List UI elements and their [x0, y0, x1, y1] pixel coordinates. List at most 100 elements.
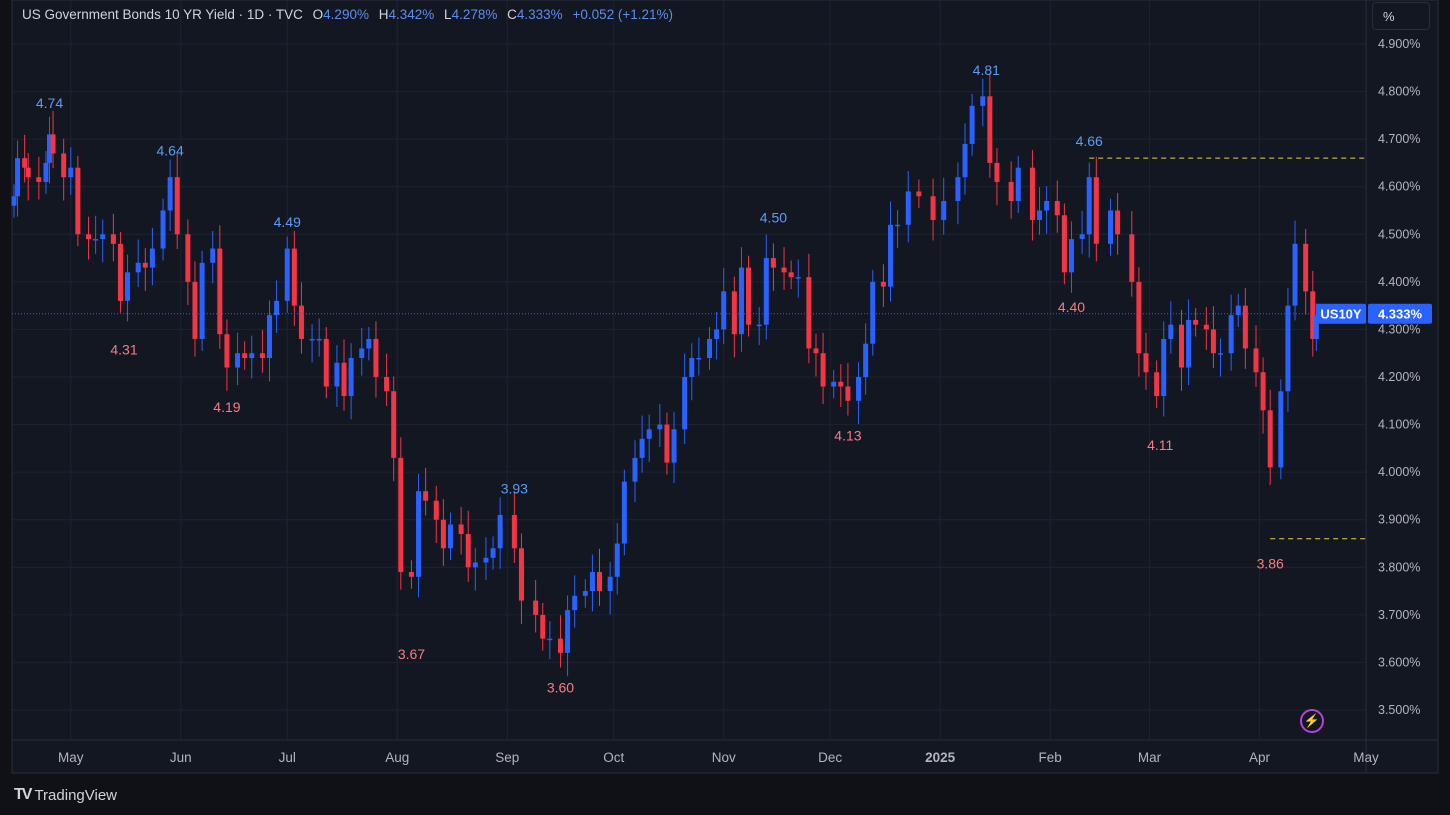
candle-body: [1278, 391, 1284, 468]
candle-body: [15, 158, 21, 197]
price-tick-label: 4.300%: [1378, 322, 1420, 336]
candle-body: [46, 134, 52, 163]
candle-body: [969, 105, 975, 144]
extreme-label: 4.81: [973, 62, 1000, 78]
price-tick-label: 4.500%: [1378, 227, 1420, 241]
candle-body: [266, 315, 272, 358]
candle-body: [316, 338, 322, 341]
candle-body: [533, 600, 539, 615]
candle-body: [572, 595, 578, 611]
candle-body: [235, 353, 241, 368]
extreme-label: 4.19: [213, 399, 240, 415]
price-tick-label: 4.100%: [1378, 418, 1420, 432]
candle-body: [1115, 210, 1121, 235]
candle-body: [614, 543, 620, 577]
time-tick-label: Nov: [712, 750, 736, 765]
candle-body: [135, 262, 141, 273]
candle-body: [646, 429, 652, 439]
candle-body: [756, 324, 762, 327]
candle-body: [334, 362, 340, 387]
extreme-label: 3.60: [547, 679, 574, 695]
lightning-icon[interactable]: ⚡: [1300, 709, 1324, 733]
candle-body: [887, 224, 893, 287]
candle-body: [416, 491, 422, 577]
candle-body: [465, 533, 471, 568]
candle-body: [440, 519, 446, 549]
candle-body: [217, 248, 223, 335]
candle-body: [1310, 291, 1316, 339]
extreme-label: 4.31: [110, 342, 137, 358]
candle-body: [61, 153, 67, 178]
candle-body: [856, 377, 862, 401]
candle-body: [831, 381, 837, 387]
candle-body: [781, 267, 787, 273]
legend-title[interactable]: US Government Bonds 10 YR Yield · 1D · T…: [22, 7, 303, 22]
extreme-label: 4.74: [36, 95, 63, 111]
candle-body: [962, 143, 968, 178]
candle-body: [1093, 177, 1099, 244]
candle-body: [565, 610, 571, 653]
price-tick-label: 4.800%: [1378, 85, 1420, 99]
candle-body: [1136, 281, 1142, 354]
extreme-label: 4.49: [274, 214, 301, 230]
candle-body: [994, 162, 1000, 182]
candle-body: [1008, 181, 1014, 201]
candle-body: [472, 562, 478, 568]
candle-body: [497, 514, 503, 549]
candle-body: [1292, 243, 1298, 306]
candle-body: [1218, 353, 1224, 355]
time-tick-label: Sep: [495, 750, 519, 765]
price-tick-label: 4.600%: [1378, 180, 1420, 194]
candle-body: [93, 239, 99, 241]
time-tick-label: May: [58, 750, 84, 765]
extreme-label: 4.40: [1058, 299, 1085, 315]
close-label: C: [507, 7, 517, 22]
price-tick-label: 4.400%: [1378, 275, 1420, 289]
dashed-levels: [1089, 157, 1366, 540]
extreme-label: 4.13: [834, 427, 861, 443]
candle-body: [249, 353, 255, 358]
candle-body: [36, 177, 42, 182]
candle-body: [1015, 167, 1021, 201]
candle-body: [941, 200, 947, 221]
candle-body: [795, 277, 801, 279]
candle-body: [291, 248, 297, 306]
time-tick-label: 2025: [925, 750, 956, 765]
time-axis[interactable]: May Jun Jul Aug Sep Oct Nov Dec 2025 Feb Mar Apr May: [12, 739, 1438, 765]
symbol-tag: US10Y: [1320, 307, 1362, 322]
candle-body: [423, 491, 429, 501]
candle-body: [880, 281, 886, 287]
candle-body: [1303, 243, 1309, 292]
price-axis[interactable]: 4.900% 4.800% 4.700% 4.600% 4.500% 4.400% 4.30…: [1365, 0, 1420, 773]
candle-body: [1203, 324, 1209, 330]
candle-body: [547, 638, 553, 641]
candle-body: [125, 272, 131, 301]
candle-body: [639, 438, 645, 458]
tradingview-logo-icon: TV: [14, 786, 33, 803]
candle-body: [25, 167, 31, 178]
candle-body: [391, 391, 397, 458]
tradingview-brand[interactable]: TV TradingView: [14, 786, 117, 804]
extreme-label: 3.86: [1257, 556, 1284, 572]
candle-body: [863, 343, 869, 377]
candle-body: [916, 191, 922, 197]
candle-body: [1161, 338, 1167, 397]
high-value: 4.342%: [388, 7, 435, 22]
candle-body: [813, 348, 819, 354]
last-value-tag: 4.333%: [1378, 307, 1423, 322]
candle-body: [142, 262, 148, 268]
candle-body: [1253, 348, 1259, 373]
candle-body: [518, 548, 524, 601]
high-low-labels: 4.74 4.64 4.31 4.49 4.19 3.67 3.93 3.60 4.50 4.13…: [36, 62, 1284, 696]
candle-body: [384, 377, 390, 392]
unit-button[interactable]: %: [1372, 2, 1430, 30]
candle-body: [763, 258, 769, 325]
candle-body: [895, 224, 901, 227]
extreme-label: 4.64: [157, 143, 184, 159]
open-value: 4.290%: [323, 7, 369, 22]
price-tick-label: 3.800%: [1378, 560, 1420, 574]
candle-body: [1029, 167, 1035, 221]
candle-body: [1044, 200, 1050, 211]
candle-body: [820, 353, 826, 387]
